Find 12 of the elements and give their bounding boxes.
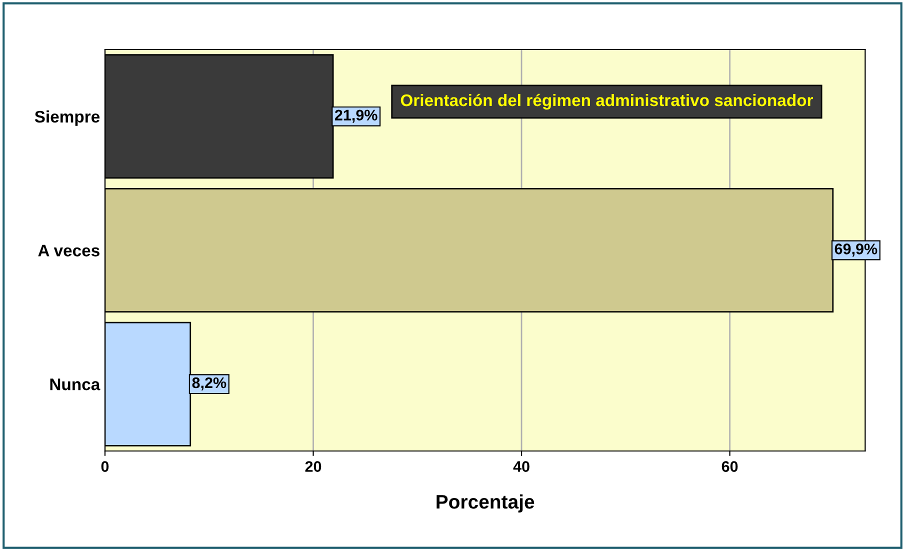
x-tick-label: 60 [722,461,738,472]
data-label: 21,9% [334,110,378,123]
x-tick-label: 0 [101,461,109,472]
y-tick-label: Siempre [34,110,100,126]
data-label: 69,9% [834,244,878,257]
text: Orientación del régimen administrativo sancionador [400,94,814,110]
data-label: 8,2% [192,377,226,390]
y-tick-label: A veces [38,244,100,256]
x-axis-title: Porcentaje [436,494,534,513]
y-tick-label: Nunca [50,378,100,390]
x-tick-label: 20 [305,461,322,472]
x-tick-label: 40 [513,461,530,472]
